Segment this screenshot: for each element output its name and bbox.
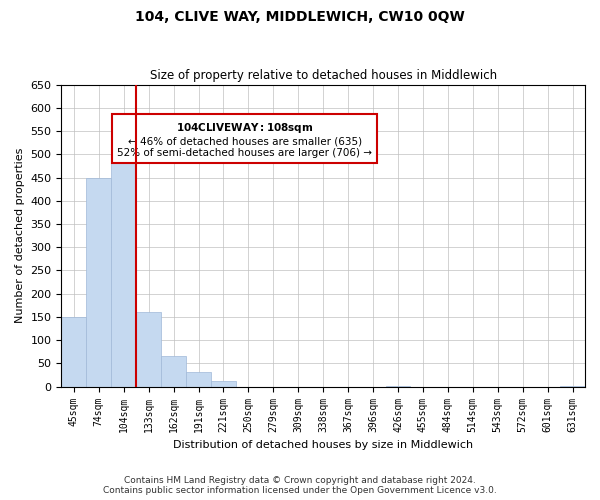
X-axis label: Distribution of detached houses by size in Middlewich: Distribution of detached houses by size … bbox=[173, 440, 473, 450]
Text: $\bf{104 CLIVE WAY: 108sqm}$
← 46% of detached houses are smaller (635)
52% of s: $\bf{104 CLIVE WAY: 108sqm}$ ← 46% of de… bbox=[117, 121, 372, 158]
Bar bbox=[136, 312, 161, 386]
Bar bbox=[161, 356, 186, 386]
Text: 104, CLIVE WAY, MIDDLEWICH, CW10 0QW: 104, CLIVE WAY, MIDDLEWICH, CW10 0QW bbox=[135, 10, 465, 24]
Y-axis label: Number of detached properties: Number of detached properties bbox=[15, 148, 25, 324]
Bar bbox=[186, 372, 211, 386]
Bar bbox=[61, 317, 86, 386]
Bar bbox=[211, 381, 236, 386]
Text: Contains HM Land Registry data © Crown copyright and database right 2024.
Contai: Contains HM Land Registry data © Crown c… bbox=[103, 476, 497, 495]
Title: Size of property relative to detached houses in Middlewich: Size of property relative to detached ho… bbox=[149, 69, 497, 82]
Bar bbox=[111, 150, 136, 386]
Bar bbox=[86, 178, 111, 386]
